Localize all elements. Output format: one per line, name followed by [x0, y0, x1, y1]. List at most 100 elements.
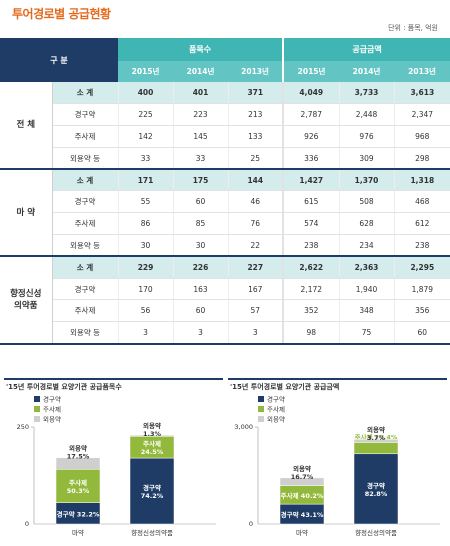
- year-header: 2014년: [173, 61, 229, 82]
- table-cell: 356: [393, 299, 450, 323]
- table-cell: 85: [172, 212, 229, 236]
- table-cell: 144: [227, 169, 284, 192]
- table-cell: 133: [227, 125, 284, 148]
- table-cell: 227: [227, 256, 284, 279]
- legend-swatch: [34, 396, 40, 402]
- table-row: 경구약 170 163 167 2,172 1,940 1,879: [0, 278, 450, 301]
- row-label: 소 계: [52, 82, 119, 105]
- legend-label: 주사제: [43, 405, 61, 414]
- table-cell: 298: [393, 147, 450, 171]
- bar-segment: [279, 477, 325, 486]
- table-row: 외용약 등 33 33 25 336 309 298: [0, 147, 450, 171]
- table-cell: 1,427: [282, 169, 340, 192]
- table-cell: 2,363: [338, 256, 395, 279]
- data-label: 주사제 24.5%: [141, 439, 164, 456]
- data-label: 외용약 3.7%: [367, 425, 386, 442]
- year-header: 2014년: [339, 61, 395, 82]
- legend-label: 외용약: [267, 415, 285, 424]
- table-cell: 615: [282, 190, 340, 214]
- table-cell: 60: [172, 190, 229, 214]
- table-cell: 628: [338, 212, 395, 236]
- row-label: 주사제: [52, 125, 119, 148]
- bar-segment: [353, 442, 399, 455]
- legend-label: 주사제: [267, 405, 285, 414]
- data-label: 경구약 32.2%: [57, 509, 100, 518]
- chart-title: '15년 투어경로별 요양기관 공급금액: [230, 383, 340, 391]
- legend-swatch: [34, 406, 40, 412]
- table-cell: 1,370: [338, 169, 395, 192]
- page-title: 투어경로별 공급현황: [12, 7, 111, 21]
- table-cell: 33: [172, 147, 229, 171]
- year-header: 2013년: [394, 61, 450, 82]
- table-cell: 55: [117, 190, 174, 214]
- table-cell: 2,787: [282, 103, 340, 127]
- row-label: 외용약 등: [52, 147, 119, 171]
- y-tick-label: 250: [17, 423, 29, 431]
- table-cell: 3: [172, 321, 229, 345]
- bar-segment: [129, 434, 175, 437]
- table-cell: 400: [117, 82, 174, 105]
- data-label: 경구약 74.2%: [141, 483, 164, 500]
- group-name: 향정신성 의약품: [0, 256, 53, 345]
- table-cell: 336: [282, 147, 340, 171]
- table-cell: 926: [282, 125, 340, 148]
- supply-table: 구 분 품목수 공급금액 2015년 2014년 2013년 2015년 201…: [0, 38, 450, 345]
- amount-chart: '15년 투어경로별 요양기관 공급금액 0 3,000 경구약 주사제 외용약 경구약 …: [228, 378, 447, 544]
- data-label: 외용약 1.3%: [143, 421, 162, 438]
- table-cell: 175: [172, 169, 229, 192]
- table-cell: 234: [338, 234, 395, 258]
- header-amount: 공급금액: [283, 38, 450, 61]
- table-row: 경구약 55 60 46 615 508 468: [0, 190, 450, 214]
- x-tick-label: 향정신성의약품: [131, 528, 173, 537]
- table-cell: 75: [338, 321, 395, 345]
- legend-swatch: [258, 406, 264, 412]
- table-cell: 1,940: [338, 278, 395, 301]
- table-cell: 171: [117, 169, 174, 192]
- table-row: 주사제 86 85 76 574 628 612: [0, 212, 450, 236]
- table-cell: 468: [393, 190, 450, 214]
- table-cell: 213: [227, 103, 284, 127]
- table-row: 외용약 등 30 30 22 238 234 238: [0, 234, 450, 258]
- row-label: 경구약: [52, 103, 119, 127]
- table-cell: 30: [172, 234, 229, 258]
- table-cell: 22: [227, 234, 284, 258]
- row-label: 경구약: [52, 190, 119, 214]
- chart-title: '15년 투어경로별 요양기관 공급품목수: [6, 383, 122, 391]
- table-cell: 170: [117, 278, 174, 301]
- bar-segment: [353, 438, 399, 443]
- x-tick-label: 마약: [72, 528, 84, 537]
- table-cell: 238: [393, 234, 450, 258]
- row-label: 소 계: [52, 169, 119, 192]
- unit-label: 단위 : 품목, 억원: [388, 24, 438, 32]
- table-cell: 60: [172, 299, 229, 323]
- table-cell: 33: [117, 147, 174, 171]
- table-cell: 4,049: [282, 82, 340, 105]
- row-label: 경구약: [52, 278, 119, 301]
- table-row: 주사제 56 60 57 352 348 356: [0, 299, 450, 323]
- table-cell: 98: [282, 321, 340, 345]
- group-name: 마 약: [0, 169, 53, 258]
- table-cell: 76: [227, 212, 284, 236]
- header-category: 구 분: [0, 38, 119, 82]
- year-header: 2015년: [283, 61, 340, 82]
- x-tick-label: 향정신성의약품: [355, 528, 397, 537]
- table-cell: 2,295: [393, 256, 450, 279]
- table-cell: 2,448: [338, 103, 395, 127]
- group-name: 전 체: [0, 82, 53, 171]
- row-label: 주사제: [52, 212, 119, 236]
- x-tick-label: 마약: [296, 528, 308, 537]
- table-cell: 46: [227, 190, 284, 214]
- items-chart: '15년 투어경로별 요양기관 공급품목수 0 250 경구약 주사제 외용약 경구약 3…: [4, 378, 223, 544]
- table-cell: 225: [117, 103, 174, 127]
- table-cell: 167: [227, 278, 284, 301]
- row-label: 소 계: [52, 256, 119, 279]
- table-row: 경구약 225 223 213 2,787 2,448 2,347: [0, 103, 450, 127]
- table-cell: 25: [227, 147, 284, 171]
- table-cell: 1,879: [393, 278, 450, 301]
- table-cell: 163: [172, 278, 229, 301]
- year-header: 2013년: [228, 61, 285, 82]
- table-cell: 223: [172, 103, 229, 127]
- y-tick-label: 3,000: [234, 423, 253, 431]
- table-cell: 2,622: [282, 256, 340, 279]
